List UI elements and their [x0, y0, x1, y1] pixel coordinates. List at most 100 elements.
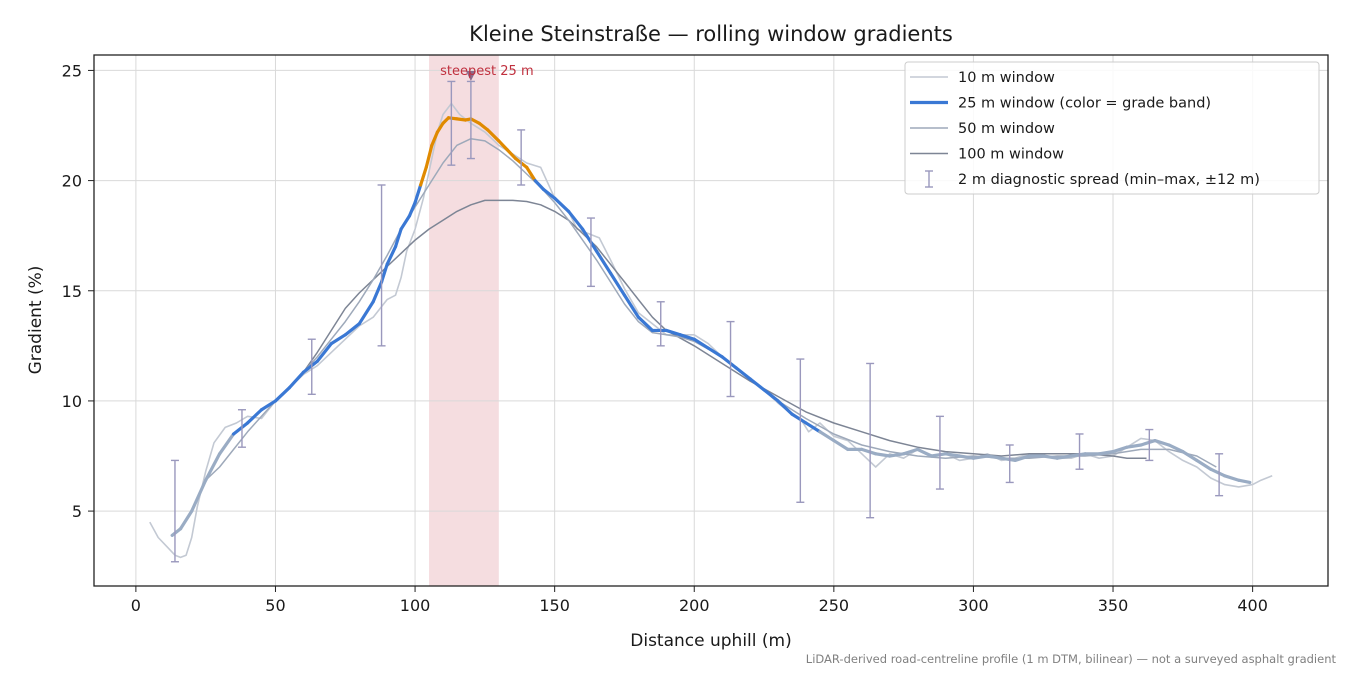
series-25m-segment: [315, 342, 333, 363]
series-25m-segment: [486, 128, 501, 143]
series-25m-segment: [357, 300, 375, 326]
steepest-annotation: steepest 25 m: [440, 64, 533, 79]
x-tick-label: 100: [400, 596, 431, 615]
series-25m-segment: [985, 454, 1003, 460]
x-tick-label: 300: [958, 596, 989, 615]
series-25m-segment: [818, 430, 836, 443]
diagnostic-spread-bar: [466, 80, 475, 160]
series-100m-line: [274, 199, 1147, 459]
legend-entry: 100 m window: [910, 147, 1064, 163]
x-axis-label: Distance uphill (m): [630, 631, 791, 651]
diagnostic-spread-bar: [796, 358, 805, 503]
series-25m-segment: [1069, 452, 1087, 458]
diagnostic-spread-bar: [935, 415, 944, 490]
series-25m-segment: [178, 509, 194, 531]
series-25m-segment: [1139, 438, 1157, 447]
series-25m-segment: [371, 280, 384, 304]
y-tick-label: 15: [62, 282, 82, 301]
legend-label: 2 m diagnostic spread (min–max, ±12 m): [958, 172, 1260, 188]
x-tick-label: 200: [679, 596, 710, 615]
series-25m-segment: [343, 322, 361, 337]
diagnostic-spread-bar: [307, 338, 316, 396]
chart-title: Kleine Steinstraße — rolling window grad…: [469, 22, 953, 46]
series-25m-segment: [692, 337, 710, 350]
series-25m-segment: [385, 245, 398, 266]
series-25m-segment: [943, 452, 962, 458]
series-25m-segment: [424, 143, 434, 169]
y-tick-label: 25: [62, 61, 82, 80]
x-tick-label: 50: [265, 596, 285, 615]
diagnostic-spread-bar: [656, 301, 665, 347]
series-25m-segment: [1153, 438, 1171, 447]
diagnostic-spread-bar: [726, 320, 735, 398]
y-tick-label: 5: [72, 502, 82, 521]
series-25m-segment: [804, 421, 822, 434]
series-25m-segment: [1097, 449, 1115, 456]
series-50m-line: [205, 137, 1217, 481]
series-25m-segment: [541, 187, 557, 200]
series-25m-segment: [1111, 445, 1129, 454]
footnote: LiDAR-derived road-centreline profile (1…: [805, 652, 1336, 666]
legend: 10 m window 25 m window (color = grade ba…: [904, 61, 1320, 195]
series-25m-segment: [218, 432, 236, 456]
series-25m-segment: [971, 454, 989, 460]
series-25m-segment: [301, 359, 319, 374]
series-25m-segment: [636, 315, 654, 333]
series-25m-segment: [259, 399, 278, 412]
series-25m-segment: [413, 183, 423, 205]
series-25m-segment: [734, 366, 752, 381]
series-25m-segment: [860, 447, 878, 456]
series-25m-segment: [1167, 443, 1185, 454]
series-25m-segment: [170, 527, 183, 537]
series-25m-segment: [1013, 454, 1031, 463]
axes-frame: [93, 54, 1329, 587]
series-25m-segment: [407, 201, 417, 218]
plot-area: 0 50 100 150 200 250 300 350 400 5 10 15 20 25 steepes…: [62, 54, 1329, 615]
x-tick-label: 150: [539, 596, 570, 615]
series-25m-segment: [748, 377, 766, 392]
series-25m-segment: [477, 121, 490, 132]
series-25m-segment: [929, 452, 948, 458]
series-25m-segment: [245, 408, 264, 425]
series-25m-segment: [790, 412, 808, 425]
series-25m-segment: [231, 421, 250, 436]
legend-entry: 25 m window (color = grade band): [910, 96, 1211, 112]
series-25m-segment: [999, 456, 1017, 463]
diagnostic-spread-bar: [866, 362, 875, 519]
series-25m-segment: [553, 196, 571, 214]
series-25m-segment: [1209, 467, 1227, 478]
legend-entry: 10 m window: [910, 70, 1055, 86]
series-25m-segment: [580, 227, 599, 253]
diagnostic-spread-bar: [1005, 444, 1014, 484]
legend-label: 100 m window: [958, 147, 1064, 163]
series-25m-segment: [399, 214, 412, 231]
series-25m-segment: [273, 386, 292, 403]
series-25m-segment: [594, 249, 613, 275]
x-tick-label: 350: [1098, 596, 1129, 615]
diagnostic-spread-bar: [1215, 453, 1224, 497]
diagnostic-spread-bar: [1145, 428, 1154, 462]
series-25m-segment: [915, 447, 934, 458]
series-25m-segment: [888, 452, 906, 458]
y-tick-label: 10: [62, 392, 82, 411]
steepest-marker-icon: [465, 71, 476, 82]
series-25m-segment: [419, 165, 428, 187]
series-25m-segment: [608, 271, 627, 297]
series-25m-segment: [430, 130, 439, 147]
diagnostic-spread-bar: [237, 409, 246, 448]
series-25m-segment: [664, 328, 682, 337]
series-25m-segment: [505, 148, 518, 161]
series-25m-segment: [1055, 454, 1073, 460]
diagnostic-spread-bar: [377, 184, 386, 347]
series-25m-segment: [190, 478, 208, 513]
series-25m-segment: [525, 165, 537, 183]
series-25m-segment: [1041, 454, 1059, 460]
diagnostic-spread-bar: [447, 80, 456, 166]
steepest-window-band: [429, 55, 499, 586]
series-25m-segment: [706, 346, 724, 359]
series-25m-segment: [1195, 458, 1213, 471]
series-25m-segment: [1237, 478, 1252, 485]
series-25m-segment: [567, 209, 585, 231]
y-axis-label: Gradient (%): [26, 266, 46, 375]
